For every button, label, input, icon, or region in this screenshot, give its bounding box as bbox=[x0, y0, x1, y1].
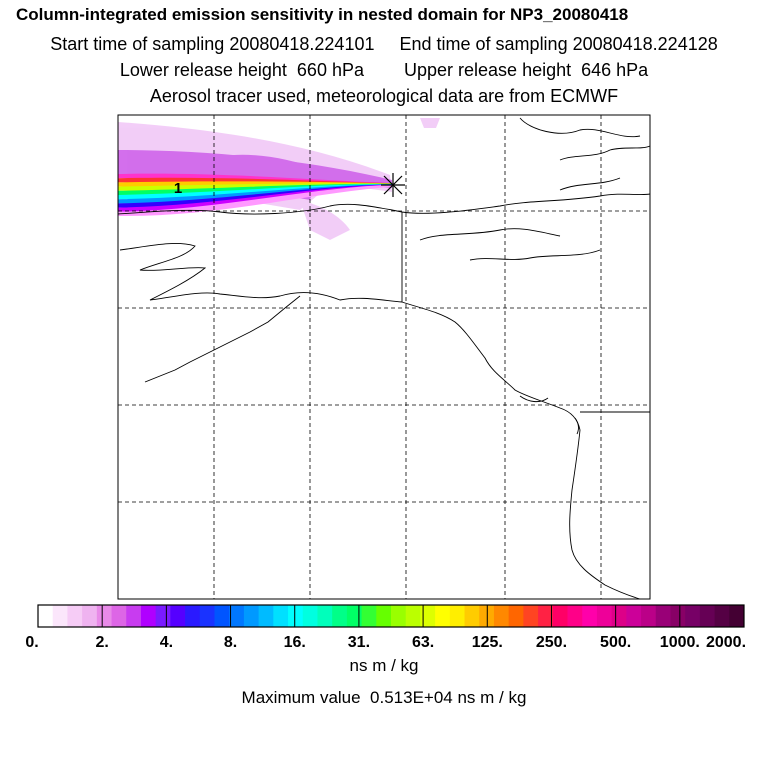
colorbar-cell bbox=[258, 605, 274, 627]
colorbar-cell bbox=[346, 605, 363, 627]
colorbar-cell bbox=[391, 605, 407, 627]
colorbar-tick-label: 8. bbox=[223, 634, 238, 651]
colorbar-tick-label: 4. bbox=[159, 634, 174, 651]
colorbar-cell bbox=[67, 605, 83, 627]
colorbar-units: ns m / kg bbox=[349, 656, 419, 675]
colorbar-cell bbox=[111, 605, 127, 627]
colorbar-tick-label: 2. bbox=[95, 634, 109, 651]
colorbar-cell bbox=[714, 605, 730, 627]
colorbar-tick-label: 0. bbox=[25, 634, 39, 651]
colorbar-cell bbox=[567, 605, 583, 627]
colorbar-cell bbox=[185, 605, 201, 627]
colorbar-tick-label: 16. bbox=[283, 634, 306, 651]
colorbar-cell bbox=[699, 605, 716, 627]
colorbar-cell bbox=[641, 605, 657, 627]
colorbar-tick-label: 500. bbox=[600, 634, 632, 651]
colorbar-cell bbox=[538, 605, 554, 627]
plume-bands bbox=[118, 173, 392, 217]
colorbar-cell bbox=[155, 605, 171, 627]
asterisk-icon bbox=[381, 173, 405, 197]
colorbar-cell bbox=[317, 605, 333, 627]
colorbar-cell bbox=[552, 605, 568, 627]
colorbar-cell bbox=[670, 605, 686, 627]
plume-age-label: 1 bbox=[174, 180, 182, 197]
colorbar-cell bbox=[288, 605, 304, 627]
colorbar-cell bbox=[96, 605, 113, 627]
colorbar-cell bbox=[626, 605, 642, 627]
colorbar-cell bbox=[685, 605, 701, 627]
sampling-times: Start time of sampling 20080418.224101 E… bbox=[0, 34, 768, 55]
colorbar-cell bbox=[729, 605, 745, 627]
colorbar-tick-label: 2000. bbox=[705, 634, 747, 651]
colorbar-cell bbox=[243, 605, 260, 627]
colorbar-cell bbox=[508, 605, 524, 627]
colorbar-tick-label: 31. bbox=[347, 634, 371, 651]
map-frame bbox=[117, 114, 651, 600]
colorbar-cell bbox=[302, 605, 318, 627]
colorbar-cell bbox=[420, 605, 436, 627]
tracer-note: Aerosol tracer used, meteorological data… bbox=[149, 86, 619, 106]
colorbar-cell bbox=[582, 605, 598, 627]
colorbar-cell bbox=[655, 605, 671, 627]
colorbar-cell bbox=[170, 605, 186, 627]
colorbar-cell bbox=[52, 605, 68, 627]
colorbar-frame bbox=[37, 604, 745, 628]
colorbar-tick-label: 250. bbox=[535, 634, 568, 651]
colorbar-cell bbox=[332, 605, 348, 627]
release-lower: Lower release height 660 hPa bbox=[119, 60, 364, 80]
colorbar-dividers bbox=[101, 605, 681, 627]
colorbar-cell bbox=[126, 605, 142, 627]
colorbar-cell bbox=[214, 605, 230, 627]
colorbar-cell bbox=[464, 605, 480, 627]
colorbar-tick-label: 63. bbox=[411, 634, 435, 651]
maximum-value: Maximum value 0.513E+04 ns m / kg bbox=[241, 688, 527, 707]
sampling-end: End time of sampling 20080418.224128 bbox=[399, 34, 718, 54]
colorbar-cell bbox=[611, 605, 627, 627]
colorbar-cell bbox=[493, 605, 510, 627]
release-upper: Upper release height 646 hPa bbox=[404, 60, 649, 80]
colorbar-cell bbox=[405, 605, 421, 627]
colorbar-cell bbox=[82, 605, 98, 627]
colorbar-tick-label: 1000. bbox=[659, 634, 700, 651]
sampling-start: Start time of sampling 20080418.224101 bbox=[50, 34, 375, 54]
colorbar-cell bbox=[449, 605, 466, 627]
colorbar-tick-label: 125. bbox=[471, 634, 503, 651]
release-heights: Lower release height 660 hPa Upper relea… bbox=[0, 60, 768, 81]
colorbar-cell bbox=[596, 605, 613, 627]
plot-title: Column-integrated emission sensitivity i… bbox=[16, 5, 629, 24]
colorbar-cell bbox=[140, 605, 157, 627]
colorbar-cell bbox=[199, 605, 215, 627]
colorbar-cell bbox=[523, 605, 539, 627]
coastlines bbox=[118, 117, 650, 599]
colorbar-cell bbox=[376, 605, 392, 627]
grid-lines bbox=[118, 115, 650, 599]
colorbar-cell bbox=[273, 605, 289, 627]
colorbar-cells bbox=[38, 605, 745, 627]
plume-band bbox=[118, 184, 392, 217]
colorbar-cell bbox=[229, 605, 245, 627]
colorbar-cell bbox=[435, 605, 451, 627]
colorbar-cell bbox=[38, 605, 54, 627]
colorbar-cell bbox=[361, 605, 377, 627]
